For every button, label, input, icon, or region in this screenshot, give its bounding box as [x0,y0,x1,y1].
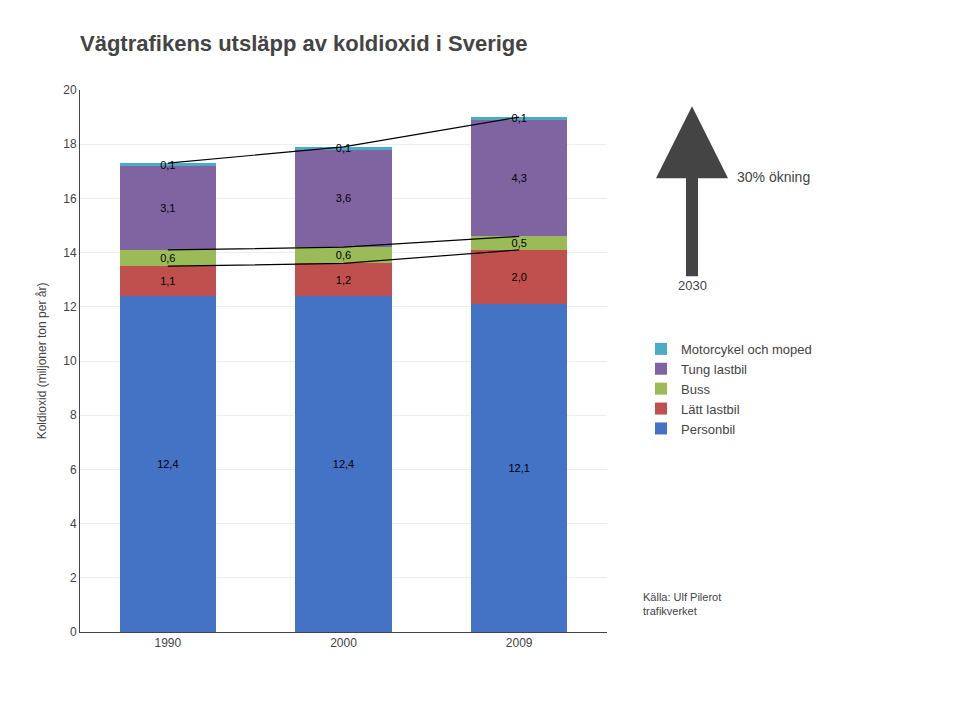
svg-text:0,5: 0,5 [512,237,527,249]
svg-text:20: 20 [63,83,77,97]
svg-text:18: 18 [63,137,77,151]
svg-text:30% ökning: 30% ökning [737,169,810,185]
svg-text:0,1: 0,1 [336,142,351,154]
svg-text:12: 12 [63,300,77,314]
svg-text:2,0: 2,0 [512,271,527,283]
svg-text:Tung lastbil: Tung lastbil [681,362,747,377]
svg-text:Motorcykel och moped: Motorcykel och moped [681,342,812,357]
svg-text:Personbil: Personbil [681,422,735,437]
svg-text:0,1: 0,1 [160,159,175,171]
svg-text:0,1: 0,1 [512,112,527,124]
svg-text:Vägtrafikens utsläpp av koldio: Vägtrafikens utsläpp av koldioxid i Sver… [80,31,527,56]
svg-text:Koldioxid (miljoner ton per år: Koldioxid (miljoner ton per år) [35,283,49,440]
svg-text:Källa: Ulf Pilerottrafikverket: Källa: Ulf Pilerottrafikverket [643,591,721,617]
svg-text:14: 14 [63,246,77,260]
svg-text:3,6: 3,6 [336,192,351,204]
svg-text:12,1: 12,1 [508,462,529,474]
svg-text:16: 16 [63,192,77,206]
svg-text:2000: 2000 [330,636,357,650]
svg-text:10: 10 [63,354,77,368]
svg-text:3,1: 3,1 [160,202,175,214]
svg-text:1,1: 1,1 [160,275,175,287]
svg-text:1990: 1990 [154,636,181,650]
svg-text:Buss: Buss [681,382,710,397]
svg-text:1,2: 1,2 [336,274,351,286]
svg-text:0,6: 0,6 [160,252,175,264]
svg-text:2030: 2030 [678,278,707,293]
svg-text:8: 8 [70,408,77,422]
svg-text:12,4: 12,4 [157,458,178,470]
svg-text:4: 4 [70,517,77,531]
svg-text:12,4: 12,4 [333,458,354,470]
svg-text:6: 6 [70,463,77,477]
svg-text:Lätt lastbil: Lätt lastbil [681,402,740,417]
svg-text:2: 2 [70,571,77,585]
svg-text:4,3: 4,3 [512,172,527,184]
svg-text:0: 0 [70,625,77,639]
svg-text:2009: 2009 [506,636,533,650]
svg-text:0,6: 0,6 [336,249,351,261]
